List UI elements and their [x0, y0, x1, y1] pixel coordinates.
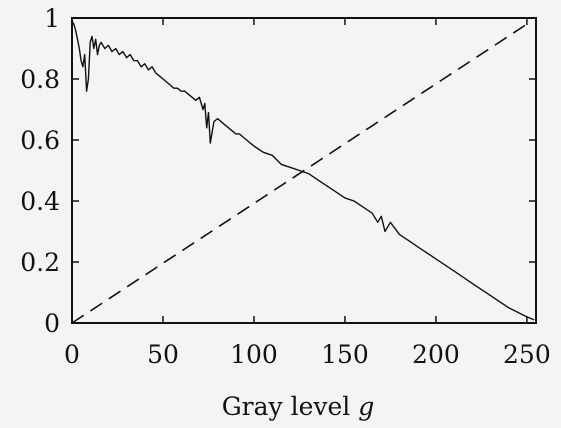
y-tick-label: 0	[44, 309, 60, 338]
y-tick-label: 1	[44, 4, 60, 33]
x-tick-label: 100	[230, 340, 278, 369]
x-tick-label: 150	[321, 340, 369, 369]
x-axis: 0 50 100 150 200 250	[64, 18, 551, 369]
series-line-solid	[71, 20, 535, 321]
x-tick-label: 50	[147, 340, 179, 369]
plot-area	[71, 17, 537, 324]
y-tick-label: 0.6	[20, 126, 60, 155]
x-tick-label: 0	[64, 340, 80, 369]
x-axis-label-variable: g	[358, 392, 374, 421]
x-tick-label: 250	[503, 340, 551, 369]
series-line-dashed	[71, 23, 528, 324]
series-layer	[71, 20, 535, 324]
y-axis: 0 0.2 0.4 0.6 0.8 1	[20, 4, 536, 338]
y-tick-label: 0.2	[20, 248, 60, 277]
x-axis-label: Gray level g	[222, 392, 375, 421]
plot-frame	[71, 17, 537, 324]
y-tick-label: 0.4	[20, 187, 60, 216]
y-tick-label: 0.8	[20, 65, 60, 94]
x-axis-label-text: Gray level	[222, 392, 359, 421]
x-tick-label: 200	[412, 340, 460, 369]
